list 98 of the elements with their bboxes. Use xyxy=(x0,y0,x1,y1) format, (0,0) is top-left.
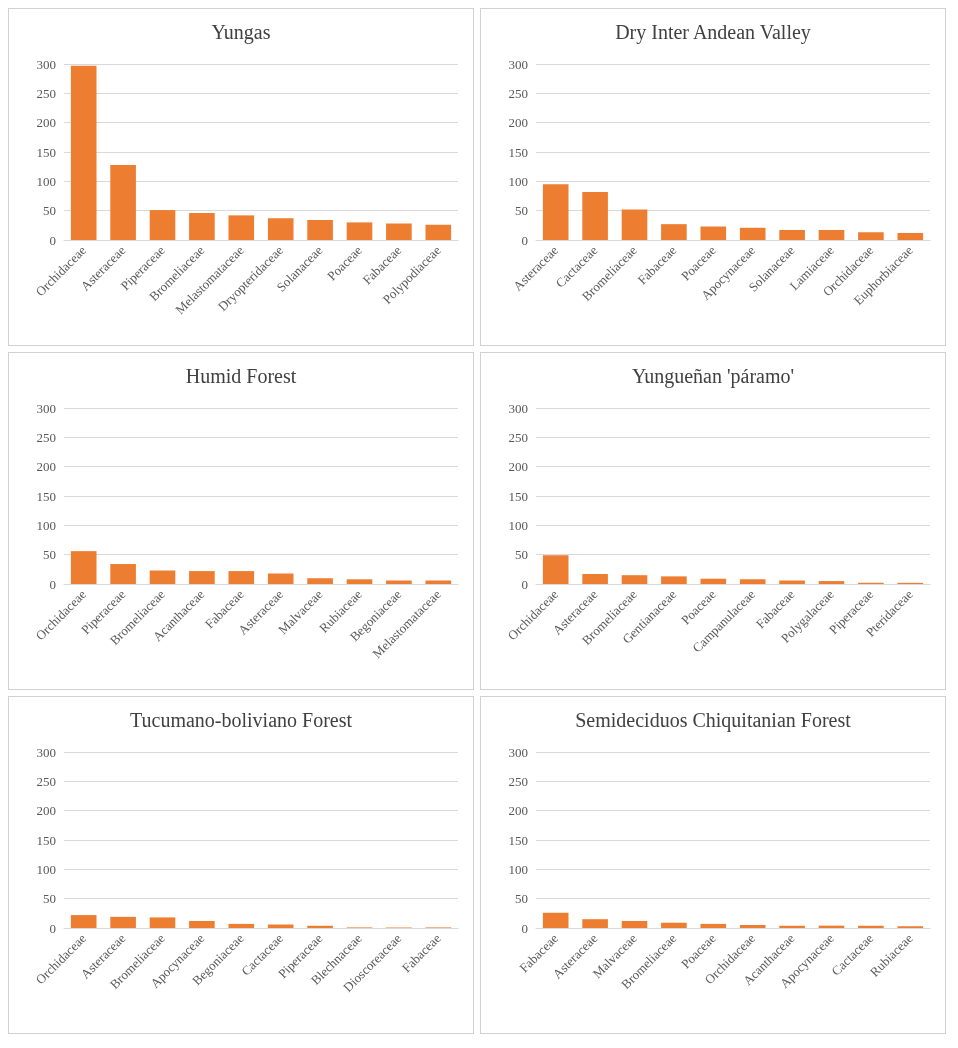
y-tick-label: 50 xyxy=(515,891,528,907)
chart-title: Yungueñan 'páramo' xyxy=(631,365,795,388)
bar xyxy=(228,215,255,240)
y-tick-label: 100 xyxy=(508,173,528,189)
y-tick-label: 200 xyxy=(508,803,528,819)
bar xyxy=(149,917,176,928)
bar xyxy=(582,919,608,928)
bar xyxy=(661,922,687,928)
y-tick-label: 50 xyxy=(43,203,56,219)
bar xyxy=(267,218,294,240)
y-tick-label: 300 xyxy=(508,744,528,760)
bar xyxy=(739,925,766,928)
bar xyxy=(779,580,805,584)
bar xyxy=(189,920,215,928)
bar xyxy=(189,213,215,240)
bar xyxy=(542,912,569,928)
y-tick-label: 200 xyxy=(508,459,528,475)
bar xyxy=(149,210,176,240)
bar xyxy=(267,573,294,584)
chart-title: Yungas xyxy=(211,21,271,44)
y-tick-label: 0 xyxy=(49,920,56,936)
y-tick-label: 300 xyxy=(508,400,528,416)
bar xyxy=(700,226,727,240)
y-tick-label: 150 xyxy=(36,144,56,160)
bar xyxy=(621,575,648,584)
y-tick-label: 100 xyxy=(508,517,528,533)
bar xyxy=(386,223,412,240)
bar xyxy=(582,191,608,240)
chart-title: Humid Forest xyxy=(185,365,297,387)
y-tick-label: 100 xyxy=(36,173,56,189)
bar xyxy=(267,924,294,928)
y-tick-label: 250 xyxy=(36,429,56,445)
y-tick-label: 50 xyxy=(43,891,56,907)
y-tick-label: 150 xyxy=(36,832,56,848)
y-tick-label: 0 xyxy=(521,576,528,592)
bar xyxy=(70,551,97,584)
y-tick-label: 50 xyxy=(43,547,56,563)
bar xyxy=(110,916,136,928)
y-tick-label: 100 xyxy=(508,861,528,877)
bar xyxy=(582,574,608,584)
y-tick-label: 50 xyxy=(515,203,528,219)
bar xyxy=(818,230,845,240)
y-tick-label: 250 xyxy=(36,773,56,789)
y-tick-label: 150 xyxy=(508,144,528,160)
y-tick-label: 0 xyxy=(49,576,56,592)
chart-title: Dry Inter Andean Valley xyxy=(615,21,811,44)
y-tick-label: 100 xyxy=(36,517,56,533)
bar xyxy=(307,578,333,584)
y-tick-label: 300 xyxy=(36,56,56,72)
bar xyxy=(110,564,136,584)
bar xyxy=(346,579,373,584)
bar xyxy=(661,224,687,240)
bar xyxy=(228,923,255,928)
bar xyxy=(70,915,97,928)
y-tick-label: 300 xyxy=(36,744,56,760)
y-tick-label: 0 xyxy=(49,232,56,248)
y-tick-label: 150 xyxy=(508,488,528,504)
bar xyxy=(307,220,333,240)
bar xyxy=(542,555,569,584)
bar xyxy=(739,227,766,240)
y-tick-label: 300 xyxy=(508,56,528,72)
bar xyxy=(425,224,452,240)
chart-title: Semideciduos Chiquitanian Forest xyxy=(575,709,852,732)
bar xyxy=(858,232,884,240)
y-tick-label: 250 xyxy=(508,773,528,789)
y-tick-label: 50 xyxy=(515,547,528,563)
bar xyxy=(621,920,648,928)
y-tick-label: 0 xyxy=(521,232,528,248)
y-tick-label: 200 xyxy=(36,115,56,131)
y-tick-label: 300 xyxy=(36,400,56,416)
bar xyxy=(346,222,373,240)
bar xyxy=(425,580,452,584)
y-tick-label: 250 xyxy=(508,429,528,445)
y-tick-label: 150 xyxy=(508,832,528,848)
bar xyxy=(897,232,924,240)
bar xyxy=(818,581,845,584)
bar xyxy=(542,184,569,240)
y-tick-label: 250 xyxy=(36,85,56,101)
bar xyxy=(110,164,136,240)
bar xyxy=(700,578,727,584)
y-tick-label: 250 xyxy=(508,85,528,101)
y-tick-label: 200 xyxy=(36,459,56,475)
bar xyxy=(621,209,648,240)
y-tick-label: 200 xyxy=(508,115,528,131)
chart-title: Tucumano-boliviano Forest xyxy=(129,709,353,731)
y-tick-label: 0 xyxy=(521,920,528,936)
y-tick-label: 200 xyxy=(36,803,56,819)
bar xyxy=(779,230,805,240)
bar xyxy=(228,571,255,584)
bar xyxy=(739,579,766,584)
bar xyxy=(386,580,412,584)
bar xyxy=(189,571,215,584)
bar xyxy=(149,570,176,584)
y-tick-label: 150 xyxy=(36,488,56,504)
y-tick-label: 100 xyxy=(36,861,56,877)
bar xyxy=(661,576,687,584)
bar xyxy=(700,923,727,928)
bar xyxy=(70,65,97,240)
